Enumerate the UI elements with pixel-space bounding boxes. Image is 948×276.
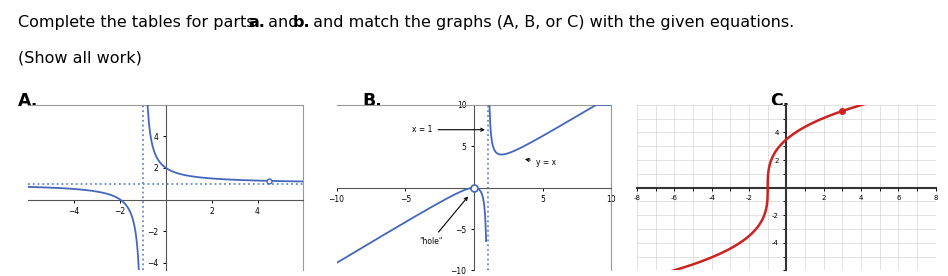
Text: B.: B. xyxy=(362,92,382,110)
Text: x = 1: x = 1 xyxy=(412,125,483,134)
Text: and: and xyxy=(263,15,303,30)
Text: A.: A. xyxy=(18,92,38,110)
Text: (Show all work): (Show all work) xyxy=(18,50,142,65)
Text: b.: b. xyxy=(293,15,311,30)
Text: "hole": "hole" xyxy=(419,197,467,246)
Text: y = x: y = x xyxy=(526,158,556,167)
Text: a.: a. xyxy=(248,15,264,30)
Text: C.: C. xyxy=(770,92,790,110)
Text: and match the graphs (A, B, or C) with the given equations.: and match the graphs (A, B, or C) with t… xyxy=(308,15,794,30)
Text: Complete the tables for parts: Complete the tables for parts xyxy=(18,15,260,30)
